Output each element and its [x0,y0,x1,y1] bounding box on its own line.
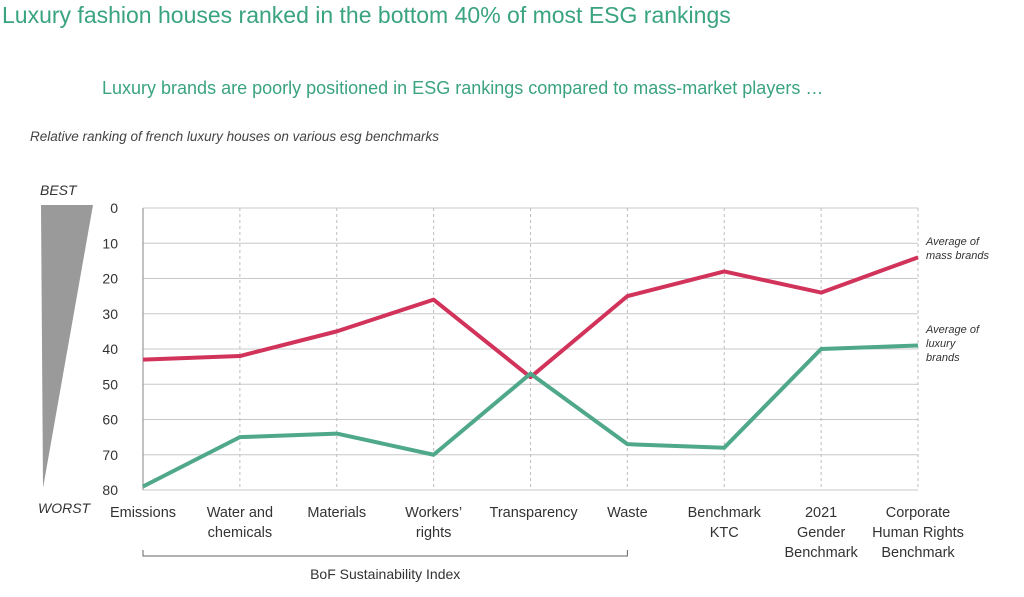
x-tick-label: 2021 Gender Benchmark [784,505,858,561]
x-tick-label: Water and chemicals [206,505,274,541]
series-label: Average of luxury brands [926,324,980,365]
chart-title: Luxury fashion houses ranked in the bott… [2,2,731,28]
x-tick-label: Emissions [109,505,177,521]
y-tick-label: 30 [102,306,118,322]
chart-caption: Relative ranking of french luxury houses… [30,129,439,144]
worst-label: WORST [38,500,92,516]
y-tick-label: 60 [102,412,118,428]
best-label: BEST [40,182,78,198]
group-label: BoF Sustainability Index [310,566,460,582]
y-tick-label: 10 [102,235,118,251]
y-tick-label: 50 [102,376,118,392]
series-label: Average of mass brands [926,236,989,263]
rank-gradient [41,205,93,488]
y-tick-label: 80 [102,482,118,498]
group-bracket [142,550,628,557]
y-tick-label: 70 [102,447,118,463]
chart-subtitle: Luxury brands are poorly positioned in E… [102,78,824,98]
y-tick-label: 0 [110,200,118,216]
x-tick-label: Workers’ rights [405,505,463,541]
x-tick-label: Materials [307,505,367,521]
y-tick-label: 20 [102,271,118,287]
y-tick-label: 40 [102,341,118,357]
x-tick-label: Transparency [489,505,578,521]
x-tick-label: Benchmark KTC [687,505,761,541]
series-line [142,255,919,380]
x-tick-label: Waste [607,505,648,521]
series-line [142,343,919,489]
x-tick-label: Corporate Human Rights Benchmark [872,505,964,561]
